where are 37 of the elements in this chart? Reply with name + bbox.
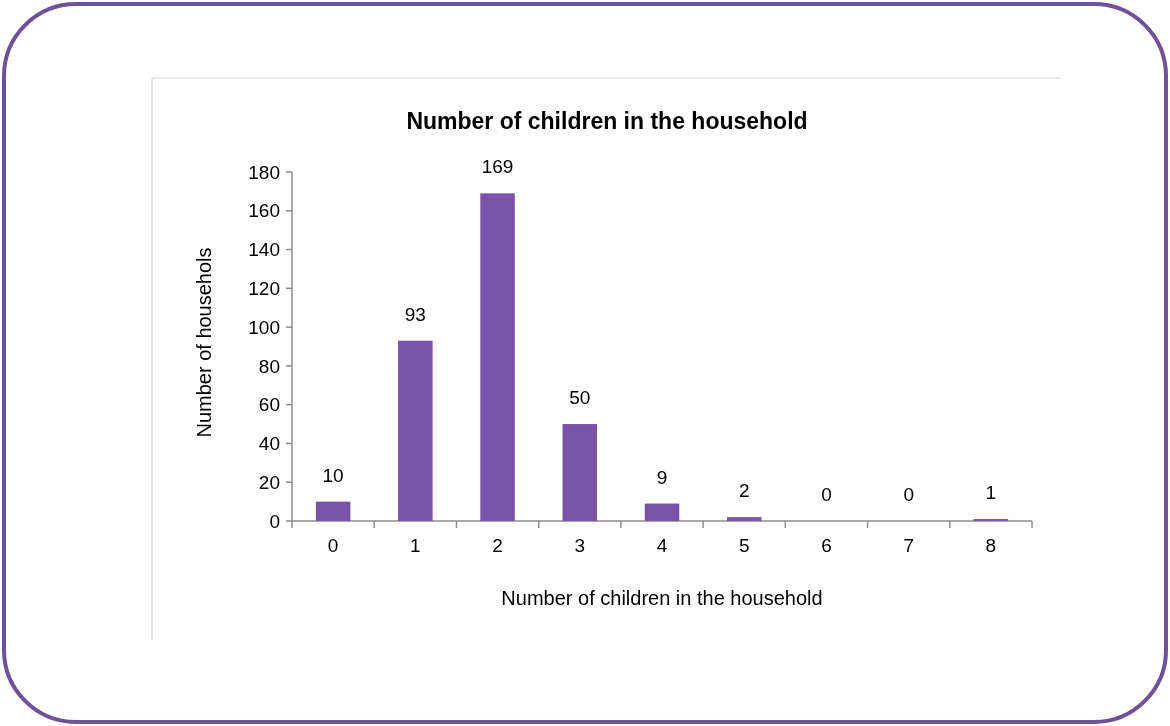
bar (644, 503, 680, 521)
bar (726, 517, 762, 521)
y-tick-label: 100 (248, 316, 280, 338)
y-tick-label: 140 (248, 239, 280, 261)
y-tick-label: 80 (258, 355, 280, 377)
bar (480, 193, 515, 521)
bar (398, 340, 433, 521)
data-label: 50 (569, 387, 591, 409)
chart-title: Number of children in the household (406, 108, 808, 134)
y-tick-label: 180 (248, 161, 280, 183)
bar (562, 424, 598, 521)
y-tick-label: 160 (248, 200, 280, 222)
y-axis-title: Number of househols (193, 247, 215, 438)
bar (315, 501, 351, 521)
y-tick-label: 20 (258, 471, 280, 493)
x-tick-label: 0 (327, 535, 339, 557)
data-label: 0 (821, 484, 832, 505)
x-tick-label: 8 (985, 535, 997, 557)
data-label: 1 (985, 482, 997, 504)
x-tick-label: 6 (821, 535, 832, 557)
x-tick-label: 7 (903, 535, 914, 557)
x-tick-label: 1 (410, 535, 421, 557)
data-label: 9 (656, 466, 668, 488)
y-tick-label: 60 (258, 394, 280, 416)
x-tick-label: 4 (656, 535, 668, 557)
x-tick-label: 2 (492, 535, 503, 557)
x-axis-title: Number of children in the household (501, 587, 823, 609)
y-tick-label: 120 (248, 277, 280, 299)
y-tick-label: 40 (258, 433, 280, 455)
data-label: 2 (738, 480, 750, 502)
data-label: 0 (903, 484, 914, 505)
data-label: 93 (404, 303, 426, 325)
data-label: 169 (481, 156, 514, 178)
data-label: 10 (322, 464, 344, 486)
x-tick-label: 3 (574, 535, 586, 557)
x-tick-label: 5 (738, 535, 750, 557)
y-tick-label: 0 (269, 510, 280, 532)
